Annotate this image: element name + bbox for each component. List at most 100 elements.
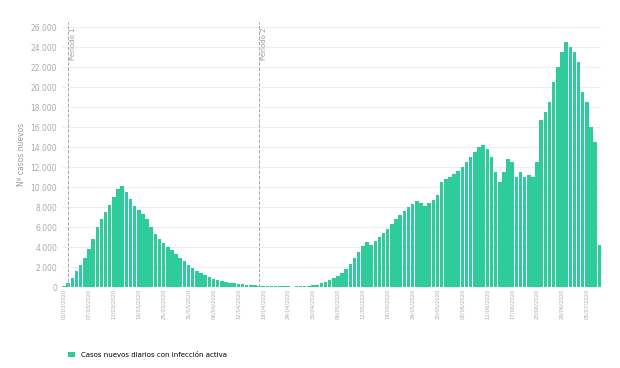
Bar (370, 245, 373, 287)
Bar (104, 212, 107, 287)
Bar (237, 284, 240, 287)
Bar (137, 210, 141, 287)
Bar (535, 162, 539, 287)
Bar (162, 243, 166, 287)
Bar (265, 286, 269, 287)
Bar (593, 142, 597, 287)
Bar (577, 62, 580, 287)
Bar (481, 145, 485, 287)
Bar (477, 147, 481, 287)
Bar (262, 286, 265, 287)
Bar (519, 172, 522, 287)
Bar (527, 175, 531, 287)
Bar (203, 275, 207, 287)
Bar (378, 237, 381, 287)
Bar (129, 199, 132, 287)
Bar (390, 224, 394, 287)
Bar (461, 167, 464, 287)
Bar (270, 286, 273, 287)
Bar (357, 252, 360, 287)
Bar (494, 172, 497, 287)
Bar (544, 112, 547, 287)
Bar (149, 227, 153, 287)
Bar (440, 182, 443, 287)
Bar (100, 219, 103, 287)
Bar (581, 92, 585, 287)
Bar (216, 280, 219, 287)
Bar (91, 239, 95, 287)
Bar (303, 286, 306, 287)
Bar (257, 286, 261, 287)
Bar (453, 174, 456, 287)
Bar (120, 186, 124, 287)
Bar (419, 203, 423, 287)
Bar (166, 247, 169, 287)
Bar (195, 271, 198, 287)
Bar (402, 211, 406, 287)
Bar (307, 286, 311, 287)
Text: Período 1: Período 1 (70, 27, 76, 60)
Bar (316, 284, 319, 287)
Bar (249, 285, 252, 287)
Bar (407, 207, 410, 287)
Bar (469, 157, 472, 287)
Bar (220, 281, 223, 287)
Bar (125, 192, 128, 287)
Bar (75, 271, 78, 287)
Bar (502, 172, 506, 287)
Bar (211, 279, 215, 287)
Bar (465, 162, 468, 287)
Bar (507, 159, 510, 287)
Bar (399, 215, 402, 287)
Bar (112, 197, 115, 287)
Legend: Casos nuevos diarios con infección activa: Casos nuevos diarios con infección activ… (66, 349, 229, 361)
Bar (66, 283, 70, 287)
Bar (348, 264, 352, 287)
Bar (332, 278, 335, 287)
Bar (79, 265, 82, 287)
Y-axis label: Nº casos nuevos: Nº casos nuevos (17, 123, 26, 186)
Bar (365, 242, 369, 287)
Bar (282, 286, 286, 287)
Bar (245, 284, 249, 287)
Bar (63, 286, 66, 287)
Bar (515, 177, 518, 287)
Bar (373, 241, 377, 287)
Bar (345, 269, 348, 287)
Bar (87, 249, 91, 287)
Bar (556, 67, 560, 287)
Bar (241, 284, 244, 287)
Bar (232, 283, 236, 287)
Bar (552, 82, 556, 287)
Bar (324, 282, 327, 287)
Bar (228, 283, 232, 287)
Bar (589, 127, 593, 287)
Bar (145, 219, 149, 287)
Bar (141, 214, 144, 287)
Bar (490, 157, 493, 287)
Bar (448, 177, 452, 287)
Bar (498, 182, 502, 287)
Bar (83, 258, 87, 287)
Bar (427, 203, 431, 287)
Bar (199, 273, 203, 287)
Bar (208, 277, 211, 287)
Bar (253, 285, 257, 287)
Bar (170, 250, 174, 287)
Bar (95, 227, 99, 287)
Bar (573, 52, 576, 287)
Bar (564, 42, 568, 287)
Bar (386, 229, 389, 287)
Bar (394, 219, 398, 287)
Bar (473, 152, 477, 287)
Bar (523, 177, 526, 287)
Bar (548, 102, 551, 287)
Bar (436, 195, 439, 287)
Bar (133, 206, 136, 287)
Bar (361, 246, 365, 287)
Bar (274, 286, 277, 287)
Bar (585, 102, 588, 287)
Bar (108, 205, 112, 287)
Text: Período 2: Período 2 (261, 27, 267, 60)
Bar (510, 162, 514, 287)
